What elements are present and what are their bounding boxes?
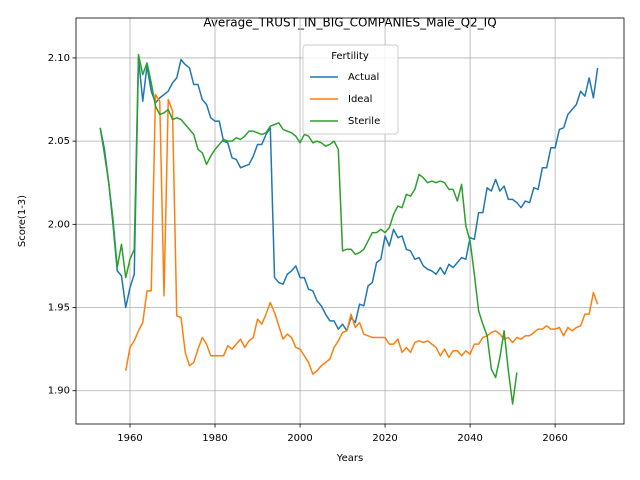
y-tick-label: 2.00 [48, 219, 70, 230]
legend-box [302, 44, 399, 135]
y-axis-label: Score(1-3) [17, 195, 28, 247]
y-tick-label: 1.90 [48, 386, 70, 397]
lines [99, 53, 599, 405]
legend: Fertility Actual Ideal Sterile [302, 44, 399, 135]
y-tick-label: 2.10 [48, 53, 70, 64]
x-axis-label: Years [336, 453, 363, 464]
y-tick-label: 2.05 [48, 136, 70, 147]
series-line [125, 93, 599, 375]
series-line [99, 53, 518, 405]
x-tick-label: 2040 [457, 433, 482, 444]
x-tick-label: 2000 [287, 433, 312, 444]
plot-frame [75, 17, 625, 425]
x-tick-label: 1960 [117, 433, 142, 444]
x-tick-label: 2060 [542, 433, 567, 444]
chart-title: Average_TRUST_IN_BIG_COMPANIES_Male_Q2_I… [203, 16, 496, 30]
x-tick-label: 1980 [202, 433, 227, 444]
legend-label: Actual [348, 72, 379, 83]
legend-label: Ideal [348, 94, 372, 105]
y-tick-label: 1.95 [48, 303, 70, 314]
x-tick-label: 2020 [372, 433, 397, 444]
legend-title: Fertility [331, 51, 369, 62]
grid [76, 18, 624, 424]
legend-label: Sterile [348, 116, 380, 127]
